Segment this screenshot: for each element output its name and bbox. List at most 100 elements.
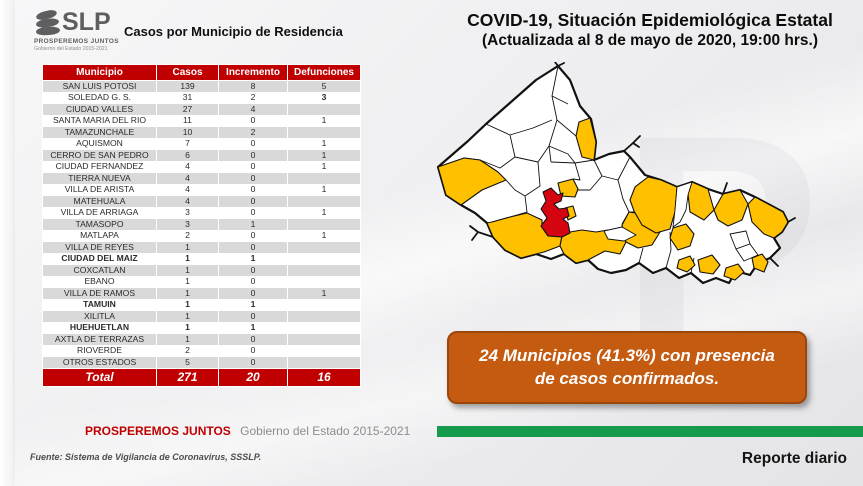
left-edge-panel (0, 0, 13, 486)
casos-cell: 11 (156, 114, 219, 127)
casos-cell: 4 (156, 172, 219, 185)
incremento-cell: 4 (218, 103, 288, 116)
casos-cell: 1 (156, 264, 219, 277)
total-label: Total (42, 367, 157, 387)
summary-callout-text: 24 Municipios (41.3%) con presencia de c… (479, 345, 775, 388)
incremento-cell: 0 (218, 264, 288, 277)
municipio-cell: SAN LUIS POTOSI (42, 80, 157, 93)
boundary-artifacts (469, 62, 796, 267)
defunciones-cell: 5 (287, 80, 361, 93)
casos-cell: 6 (156, 149, 219, 162)
table-row: VILLA DE RAMOS 1 0 1 (42, 287, 361, 300)
table-body: SAN LUIS POTOSI 139 8 5 SOLEDAD G. S. 31 2 3 CIU… (42, 80, 361, 369)
casos-cell: 4 (156, 160, 219, 173)
municipal-boundaries (437, 65, 695, 274)
incremento-cell: 0 (218, 241, 288, 254)
defunciones-cell: 1 (287, 149, 361, 162)
municipio-cell: CERRO DE SAN PEDRO (42, 149, 157, 162)
table-row: TAMUIN 1 1 (42, 298, 361, 311)
summary-callout: 24 Municipios (41.3%) con presencia de c… (447, 331, 807, 404)
defunciones-cell: 1 (287, 137, 361, 150)
state-municipality-map (436, 62, 796, 285)
slp-logo: SLP PROSPEREMOS JUNTOS Gobierno del Esta… (34, 8, 126, 52)
page-title: COVID-19, Situación Epidemiológica Estat… (438, 10, 862, 50)
column-header-incremento: Incremento (218, 64, 288, 81)
table-row: HUEHUETLAN 1 1 (42, 321, 361, 334)
incremento-cell: 0 (218, 195, 288, 208)
footer-brand: PROSPEREMOS JUNTOS (85, 424, 231, 438)
casos-cell: 1 (156, 321, 219, 334)
total-defunciones: 16 (287, 367, 361, 387)
slp-logo-tagline: PROSPEREMOS JUNTOS (34, 38, 119, 45)
defunciones-cell (287, 218, 361, 231)
municipio-cell: TAMASOPO (42, 218, 157, 231)
municipio-cell: SOLEDAD G. S. (42, 91, 157, 104)
municipio-cell: XILITLA (42, 310, 157, 323)
casos-cell: 3 (156, 206, 219, 219)
source-note: Fuente: Sistema de Vigilancia de Coronav… (30, 452, 262, 462)
incremento-cell: 0 (218, 206, 288, 219)
footer-brand-line: PROSPEREMOS JUNTOS Gobierno del Estado 2… (85, 424, 410, 438)
defunciones-cell (287, 321, 361, 334)
table-header: Municipio Casos Incremento Defunciones (42, 64, 361, 81)
table-row: VILLA DE ARISTA 4 0 1 (42, 183, 361, 196)
casos-cell: 1 (156, 241, 219, 254)
municipio-cell: MATLAPA (42, 229, 157, 242)
table-row: OTROS ESTADOS 5 0 (42, 356, 361, 369)
table-row: EBANO 1 0 (42, 275, 361, 288)
incremento-cell: 0 (218, 183, 288, 196)
defunciones-cell: 1 (287, 287, 361, 300)
municipio-cell: VILLA DE REYES (42, 241, 157, 254)
municipio-cell: HUEHUETLAN (42, 321, 157, 334)
incremento-cell: 0 (218, 275, 288, 288)
municipio-cell: VILLA DE ARRIAGA (42, 206, 157, 219)
table-row: RIOVERDE 2 0 (42, 344, 361, 357)
casos-cell: 5 (156, 356, 219, 369)
incremento-cell: 2 (218, 126, 288, 139)
incremento-cell: 0 (218, 229, 288, 242)
capital-municipality (540, 187, 571, 238)
incremento-cell: 0 (218, 114, 288, 127)
table-row: XILITLA 1 0 (42, 310, 361, 323)
municipio-cell: TAMUIN (42, 298, 157, 311)
table-row: SAN LUIS POTOSI 139 8 5 (42, 80, 361, 93)
casos-cell: 1 (156, 275, 219, 288)
defunciones-cell: 1 (287, 206, 361, 219)
municipio-cell: AQUISMON (42, 137, 157, 150)
municipio-cell: EBANO (42, 275, 157, 288)
incremento-cell: 0 (218, 287, 288, 300)
municipio-cell: RIOVERDE (42, 344, 157, 357)
incremento-cell: 0 (218, 310, 288, 323)
casos-cell: 1 (156, 287, 219, 300)
defunciones-cell (287, 264, 361, 277)
casos-cell: 3 (156, 218, 219, 231)
casos-cell: 10 (156, 126, 219, 139)
defunciones-cell: 1 (287, 183, 361, 196)
municipio-cell: AXTLA DE TERRAZAS (42, 333, 157, 346)
table-title: Casos por Municipio de Residencia (124, 24, 343, 39)
total-incremento: 20 (218, 367, 288, 387)
page-title-line2: (Actualizada al 8 de mayo de 2020, 19:00… (482, 32, 818, 49)
casos-cell: 139 (156, 80, 219, 93)
table-row: CERRO DE SAN PEDRO 6 0 1 (42, 149, 361, 162)
defunciones-cell (287, 241, 361, 254)
casos-cell: 1 (156, 310, 219, 323)
casos-cell: 1 (156, 298, 219, 311)
casos-cell: 4 (156, 195, 219, 208)
municipio-cell: MATEHUALA (42, 195, 157, 208)
column-header-defunciones: Defunciones (287, 64, 361, 81)
table-row: TIERRA NUEVA 4 0 (42, 172, 361, 185)
casos-cell: 27 (156, 103, 219, 116)
incremento-cell: 0 (218, 344, 288, 357)
total-casos: 271 (156, 367, 219, 387)
table-row: AXTLA DE TERRAZAS 1 0 (42, 333, 361, 346)
municipio-cell: CIUDAD VALLES (42, 103, 157, 116)
casos-cell: 1 (156, 252, 219, 265)
table-row: COXCATLAN 1 0 (42, 264, 361, 277)
defunciones-cell (287, 275, 361, 288)
table-row: CIUDAD DEL MAIZ 1 1 (42, 252, 361, 265)
defunciones-cell (287, 252, 361, 265)
table-total-row: Total 271 20 16 (42, 367, 361, 387)
incremento-cell: 0 (218, 172, 288, 185)
